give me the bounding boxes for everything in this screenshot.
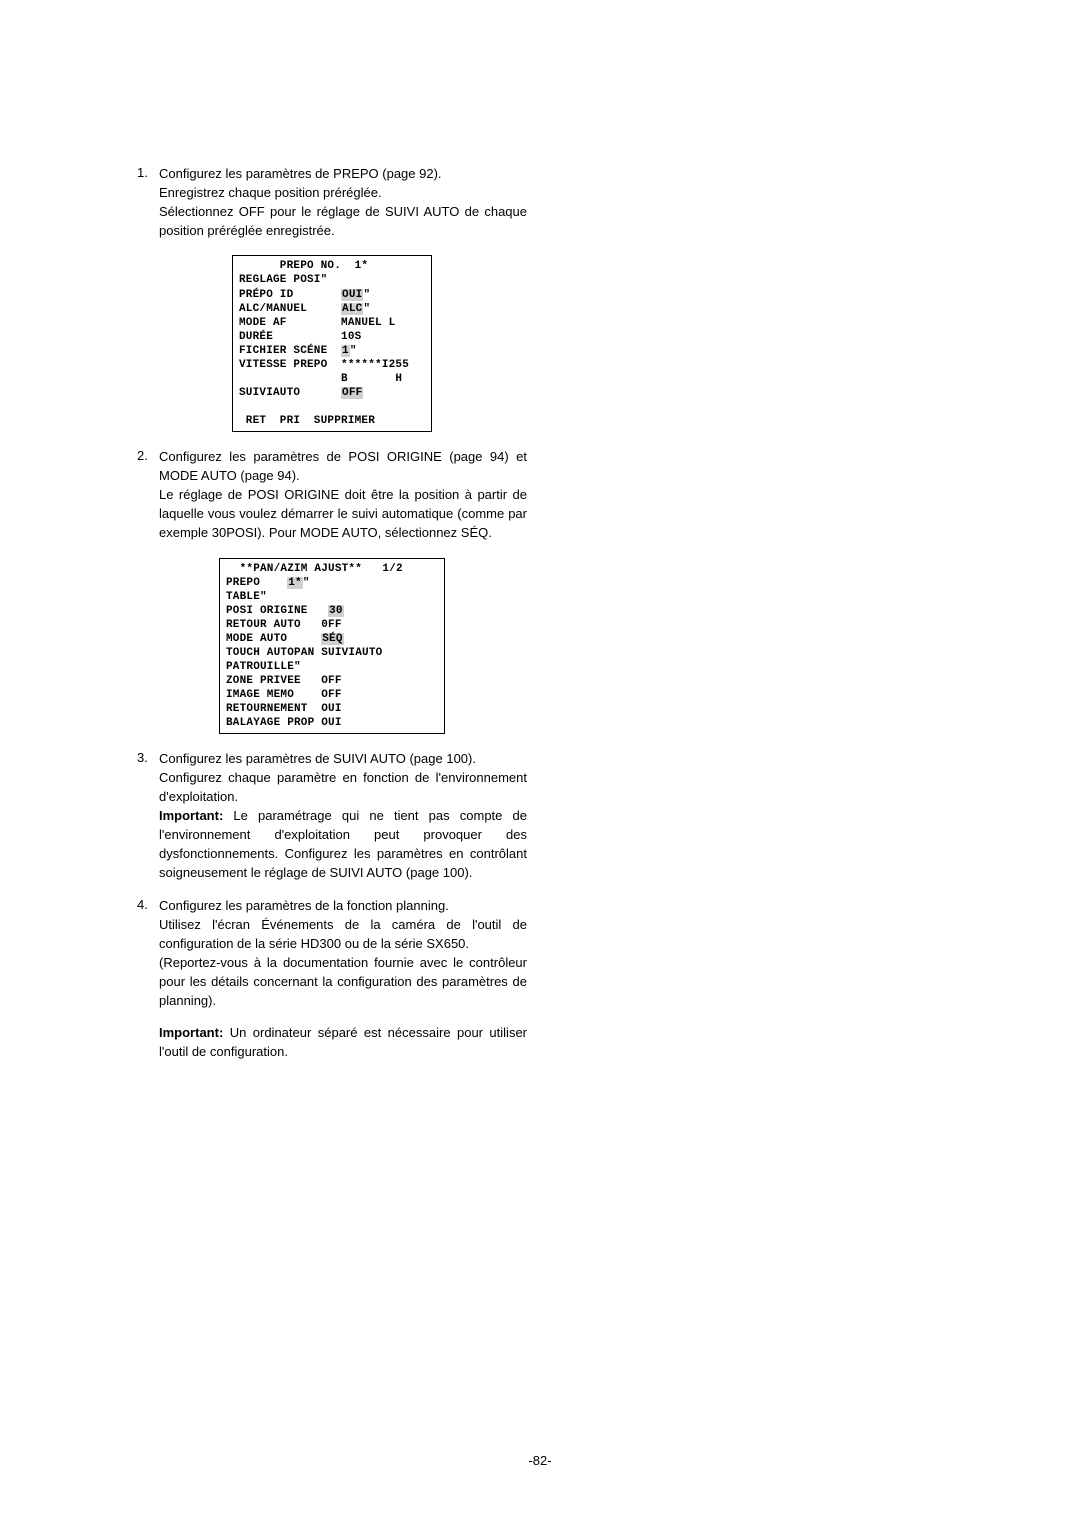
step-1: 1. Configurez les paramètres de PREPO (p… — [137, 165, 527, 240]
t1-l8: VITESSE PREPO ******I255 — [239, 359, 409, 371]
terminal-prepo: PREPO NO. 1* REGLAGE POSI" PRÉPO ID OUI"… — [232, 255, 432, 432]
t2-l5: RETOUR AUTO 0FF — [226, 619, 342, 631]
step-line: Sélectionnez OFF pour le réglage de SUIV… — [159, 203, 527, 241]
step-body: Configurez les paramètres de POSI ORIGIN… — [159, 448, 527, 542]
step-line: (Reportez-vous à la documentation fourni… — [159, 954, 527, 1011]
t2-l6b: SÉQ — [321, 633, 343, 645]
terminal-pan-azim: **PAN/AZIM AJUST** 1/2 PREPO 1*" TABLE" … — [219, 558, 445, 735]
t1-l4a: ALC/MANUEL — [239, 303, 341, 315]
t1-l12: RET PRI SUPPRIMER — [239, 415, 375, 427]
t1-l4c: " — [363, 303, 370, 315]
step-line: Configurez les paramètres de POSI ORIGIN… — [159, 448, 527, 486]
step-line: Enregistrez chaque position préréglée. — [159, 184, 527, 203]
step-line: Le réglage de POSI ORIGINE doit être la … — [159, 486, 527, 543]
important-label: Important: — [159, 808, 223, 823]
t1-l6: DURÉE 10S — [239, 331, 361, 343]
step-line: Configurez les paramètres de la fonction… — [159, 897, 527, 916]
t1-l3b: OUI — [341, 289, 363, 301]
t1-l5: MODE AF MANUEL L — [239, 317, 395, 329]
step-line: Configurez les paramètres de PREPO (page… — [159, 165, 527, 184]
step-body: Configurez les paramètres de SUIVI AUTO … — [159, 750, 527, 882]
t2-l7: TOUCH AUTOPAN SUIVIAUTO — [226, 647, 382, 659]
step-line: Utilisez l'écran Événements de la caméra… — [159, 916, 527, 954]
t1-l3c: " — [363, 289, 370, 301]
t1-l1: PREPO NO. 1* — [239, 260, 368, 272]
step-body: Configurez les paramètres de la fonction… — [159, 897, 527, 1062]
t2-l2b: 1* — [287, 577, 303, 589]
terminal-screen: **PAN/AZIM AJUST** 1/2 PREPO 1*" TABLE" … — [219, 558, 445, 735]
t1-l2: REGLAGE POSI" — [239, 274, 327, 286]
step-number: 4. — [137, 897, 159, 912]
step-3: 3. Configurez les paramètres de SUIVI AU… — [137, 750, 527, 882]
step-number: 2. — [137, 448, 159, 463]
t1-l9: B H — [239, 373, 402, 385]
t1-l4b: ALC — [341, 303, 363, 315]
t2-l9: ZONE PRIVEE OFF — [226, 675, 342, 687]
t2-l4a: POSI ORIGINE — [226, 605, 328, 617]
t2-l10: IMAGE MEMO OFF — [226, 689, 342, 701]
step-line: Configurez chaque paramètre en fonction … — [159, 769, 527, 807]
step-number: 3. — [137, 750, 159, 765]
important-label: Important: — [159, 1025, 223, 1040]
t2-l11: RETOURNEMENT OUI — [226, 703, 342, 715]
step-body: Configurez les paramètres de PREPO (page… — [159, 165, 527, 240]
t1-l7c: " — [350, 345, 357, 357]
t2-l12: BALAYAGE PROP OUI — [226, 717, 342, 729]
t2-l3: TABLE" — [226, 591, 267, 603]
step-important: Important: Le paramétrage qui ne tient p… — [159, 807, 527, 882]
step-number: 1. — [137, 165, 159, 180]
t2-l6a: MODE AUTO — [226, 633, 321, 645]
t1-l10a: SUIVIAUTO — [239, 387, 341, 399]
t1-l3a: PRÉPO ID — [239, 289, 341, 301]
t1-l7b: 1 — [341, 345, 350, 357]
t2-l1: **PAN/AZIM AJUST** 1/2 — [226, 563, 403, 575]
t1-l7a: FICHIER SCÉNE — [239, 345, 341, 357]
t1-l10b: OFF — [341, 387, 363, 399]
page-number: -82- — [0, 1453, 1080, 1468]
t2-l2a: PREPO — [226, 577, 287, 589]
step-4: 4. Configurez les paramètres de la fonct… — [137, 897, 527, 1062]
step-line: Configurez les paramètres de SUIVI AUTO … — [159, 750, 527, 769]
step-important: Important: Un ordinateur séparé est néce… — [159, 1024, 527, 1062]
step-2: 2. Configurez les paramètres de POSI ORI… — [137, 448, 527, 542]
t2-l2c: " — [303, 577, 310, 589]
t2-l4b: 30 — [328, 605, 344, 617]
t2-l8: PATROUILLE" — [226, 661, 301, 673]
terminal-screen: PREPO NO. 1* REGLAGE POSI" PRÉPO ID OUI"… — [232, 255, 432, 432]
